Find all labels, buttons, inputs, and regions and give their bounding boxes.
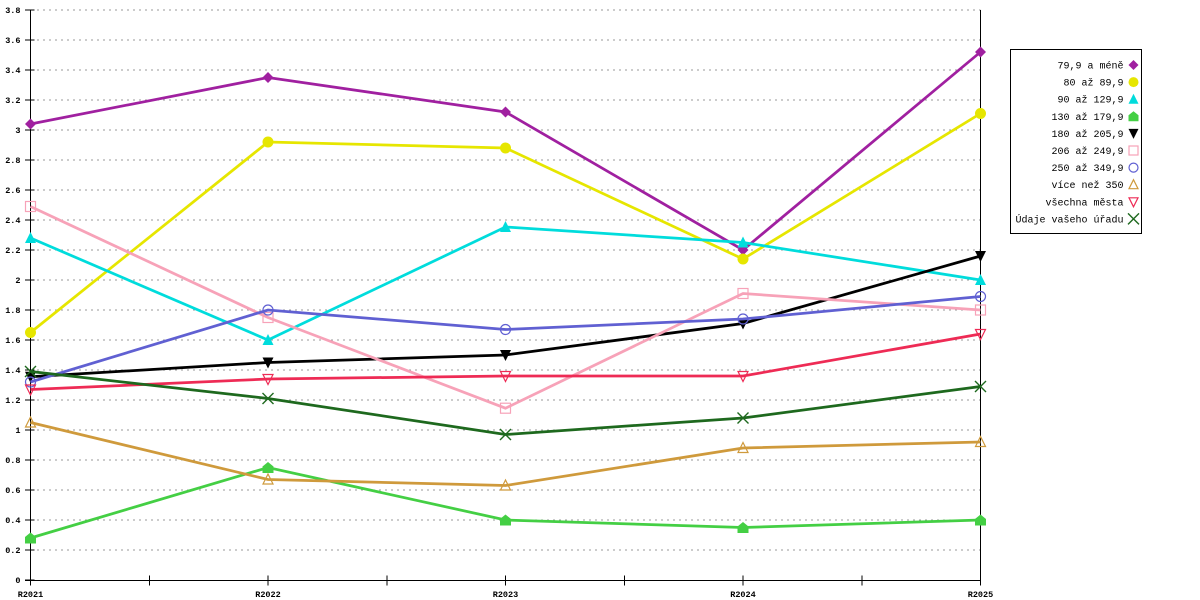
svg-text:3.4: 3.4 xyxy=(5,66,20,76)
svg-text:3: 3 xyxy=(15,126,20,136)
svg-text:1: 1 xyxy=(15,426,20,436)
svg-text:79,9 a méně: 79,9 a méně xyxy=(1057,61,1123,73)
svg-text:0.6: 0.6 xyxy=(5,486,20,496)
svg-text:1.2: 1.2 xyxy=(5,396,20,406)
svg-text:všechna města: všechna města xyxy=(1045,197,1123,209)
svg-text:3.6: 3.6 xyxy=(5,36,20,46)
svg-text:180 až 205,9: 180 až 205,9 xyxy=(1051,129,1123,141)
svg-text:1.6: 1.6 xyxy=(5,336,20,346)
svg-text:R2024: R2024 xyxy=(730,590,756,600)
svg-text:0.4: 0.4 xyxy=(5,516,20,526)
svg-text:R2025: R2025 xyxy=(968,590,994,600)
svg-text:2.4: 2.4 xyxy=(5,216,20,226)
svg-text:250 až 349,9: 250 až 349,9 xyxy=(1051,163,1123,175)
svg-text:0.2: 0.2 xyxy=(5,546,20,556)
svg-text:2.6: 2.6 xyxy=(5,186,20,196)
svg-text:2: 2 xyxy=(15,276,20,286)
svg-text:R2021: R2021 xyxy=(18,590,44,600)
svg-text:2.8: 2.8 xyxy=(5,156,20,166)
svg-text:1.4: 1.4 xyxy=(5,366,20,376)
svg-text:Údaje vašeho úřadu: Údaje vašeho úřadu xyxy=(1015,212,1123,226)
svg-text:130 až 179,9: 130 až 179,9 xyxy=(1051,112,1123,124)
svg-text:2.2: 2.2 xyxy=(5,246,20,256)
svg-text:80 až 89,9: 80 až 89,9 xyxy=(1063,78,1123,90)
svg-text:3.8: 3.8 xyxy=(5,6,20,16)
svg-text:206 až 249,9: 206 až 249,9 xyxy=(1051,146,1123,158)
svg-text:1.8: 1.8 xyxy=(5,306,20,316)
svg-text:R2022: R2022 xyxy=(255,590,281,600)
svg-text:3.2: 3.2 xyxy=(5,96,20,106)
svg-text:0.8: 0.8 xyxy=(5,456,20,466)
svg-text:R2023: R2023 xyxy=(493,590,519,600)
svg-text:0: 0 xyxy=(15,576,20,586)
svg-text:90 až 129,9: 90 až 129,9 xyxy=(1057,95,1123,107)
svg-text:více než 350: více než 350 xyxy=(1051,180,1123,192)
